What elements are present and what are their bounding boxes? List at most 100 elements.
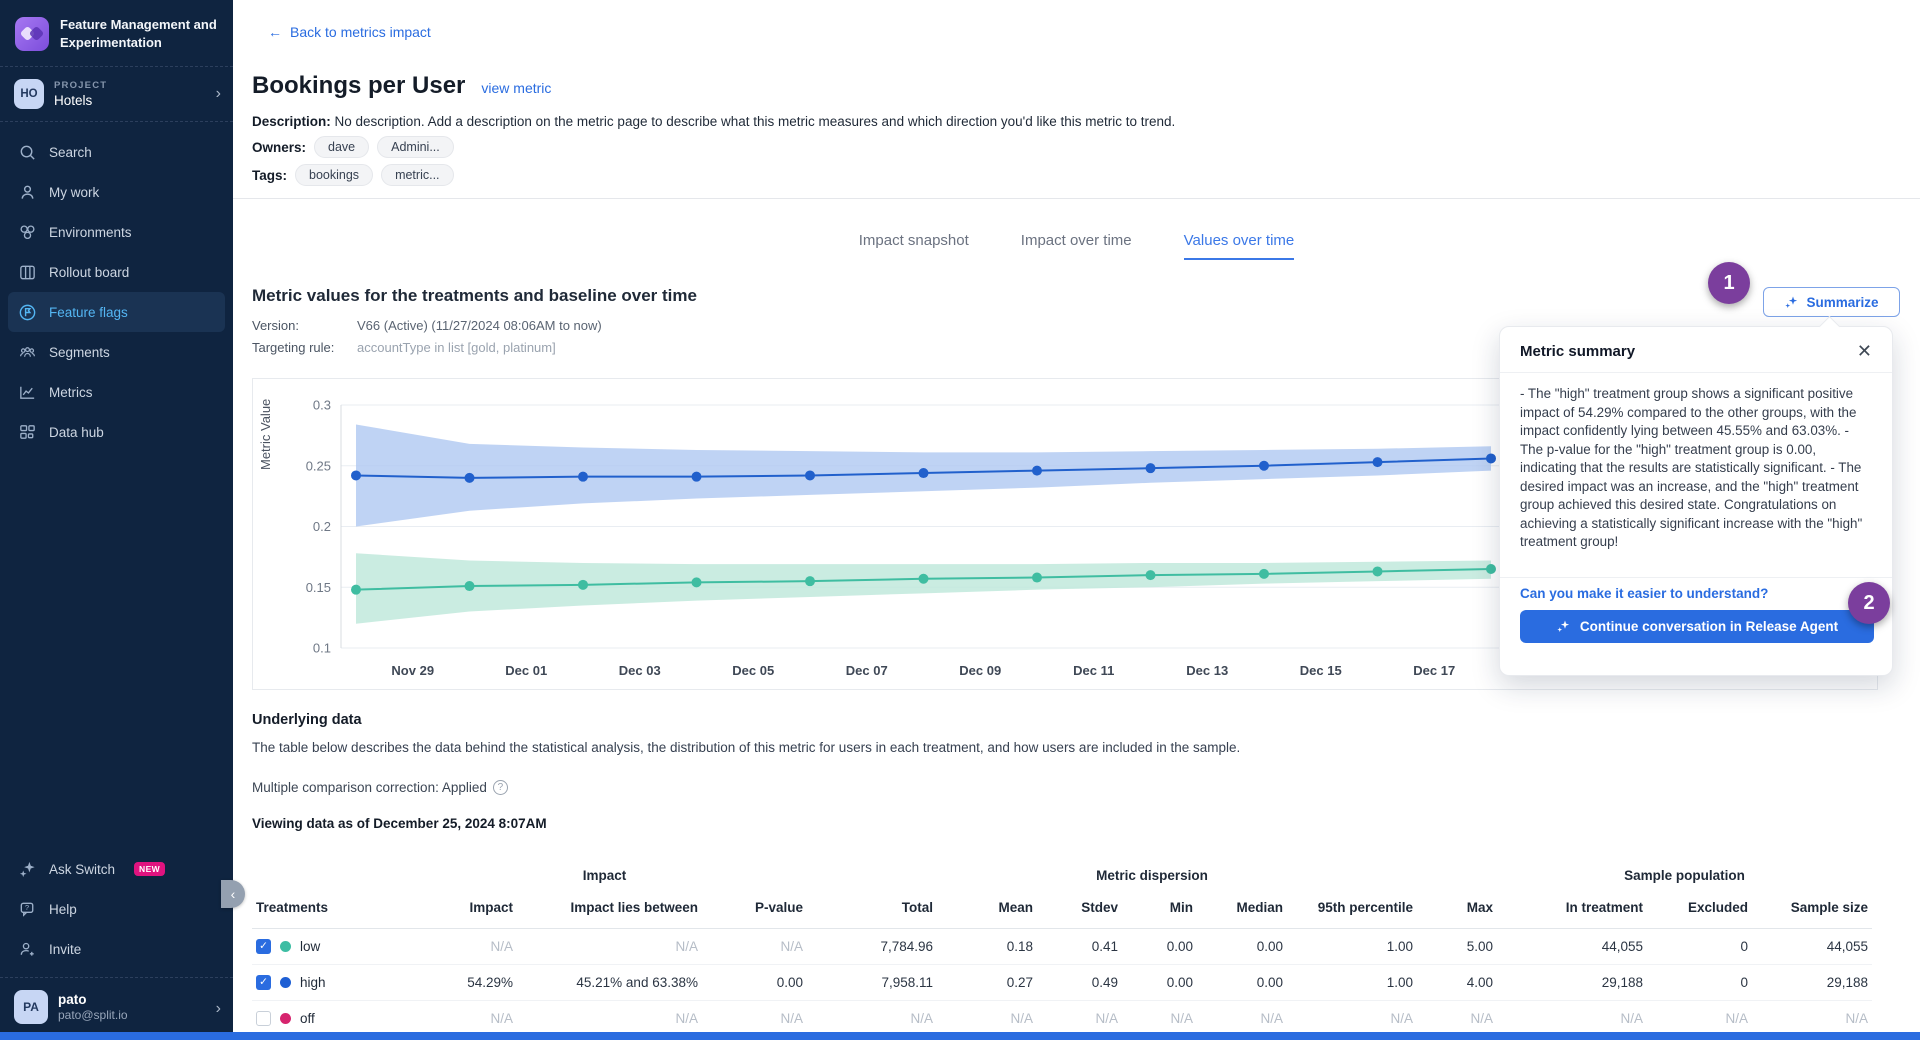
table-cell: 0.00 bbox=[1197, 964, 1287, 1001]
sidebar-footer-nav: Ask Switch NEW ? Help Invite bbox=[0, 839, 233, 969]
summary-text: - The "high" treatment group shows a sig… bbox=[1520, 386, 1863, 549]
table-cell: 7,784.96 bbox=[807, 928, 937, 965]
project-name: Hotels bbox=[54, 93, 93, 108]
table-cell: 0.27 bbox=[937, 964, 1037, 1001]
data-point-low bbox=[351, 584, 361, 595]
data-point-low bbox=[1486, 564, 1496, 575]
sidebar-item-metrics[interactable]: Metrics bbox=[8, 372, 225, 412]
sparkle-icon bbox=[1785, 296, 1798, 308]
table-cell: 54.29% bbox=[402, 964, 517, 1001]
sidebar-item-segments[interactable]: Segments bbox=[8, 332, 225, 372]
tab-bar: Impact snapshot Impact over time Values … bbox=[233, 232, 1920, 260]
owner-chip: Admini... bbox=[377, 136, 454, 158]
table-column-header: Total bbox=[807, 888, 937, 929]
app-title: Feature Management and Experimentation bbox=[60, 17, 217, 50]
table-cell: N/A bbox=[702, 1000, 807, 1037]
sidebar-item-environments[interactable]: Environments bbox=[8, 212, 225, 252]
chevron-right-icon: › bbox=[215, 1000, 221, 1017]
table-column-header: 95th percentile bbox=[1287, 888, 1417, 929]
x-tick-label: Dec 09 bbox=[959, 663, 1001, 678]
person-icon bbox=[21, 185, 34, 199]
summarize-button[interactable]: Summarize bbox=[1763, 287, 1900, 317]
treatment-checkbox[interactable] bbox=[256, 1010, 271, 1026]
easier-to-understand-link[interactable]: Can you make it easier to understand? bbox=[1520, 586, 1769, 601]
table-cell: N/A bbox=[702, 928, 807, 965]
info-icon[interactable]: ? bbox=[492, 780, 508, 795]
targeting-rule-label: Targeting rule: bbox=[252, 340, 335, 355]
table-cell: 0.00 bbox=[1197, 928, 1287, 965]
panel-title: Metric summary bbox=[1520, 342, 1636, 360]
sidebar-item-label: Feature flags bbox=[49, 304, 128, 320]
table-cell: 0.00 bbox=[1122, 964, 1197, 1001]
step-badge-2: 2 bbox=[1848, 582, 1890, 624]
owners-label: Owners: bbox=[252, 139, 307, 155]
x-tick-label: Nov 29 bbox=[391, 663, 434, 678]
table-cell: 0 bbox=[1647, 928, 1753, 965]
data-point-low bbox=[464, 581, 475, 592]
sidebar-item-label: Data hub bbox=[49, 424, 104, 440]
sidebar-item-my-work[interactable]: My work bbox=[8, 172, 225, 212]
treatment-color-dot bbox=[280, 1012, 291, 1024]
y-tick-label: 0.15 bbox=[306, 580, 331, 595]
tab-impact-snapshot[interactable]: Impact snapshot bbox=[858, 232, 969, 249]
table-column-header: In treatment bbox=[1497, 888, 1648, 929]
sidebar-item-label: Invite bbox=[49, 941, 82, 957]
table-cell: N/A bbox=[1647, 1000, 1753, 1037]
table-group-header: Impact bbox=[582, 867, 627, 883]
sidebar-item-ask-switch[interactable]: Ask Switch NEW bbox=[8, 849, 225, 889]
sidebar-item-search[interactable]: Search bbox=[8, 132, 225, 172]
project-badge: HO bbox=[14, 79, 44, 109]
back-link[interactable]: ← Back to metrics impact bbox=[268, 24, 431, 40]
sidebar-item-invite[interactable]: Invite bbox=[8, 929, 225, 969]
table-cell: N/A bbox=[1197, 1000, 1287, 1037]
table-cell: 0.18 bbox=[937, 928, 1037, 965]
treatment-checkbox[interactable]: ✓ bbox=[256, 974, 271, 990]
table-cell: 1.00 bbox=[1287, 964, 1417, 1001]
tag-chip: bookings bbox=[295, 164, 374, 186]
project-selector[interactable]: HO PROJECT Hotels › bbox=[0, 67, 233, 121]
bottom-edge-bar bbox=[0, 1032, 1920, 1040]
sparkle-icon bbox=[1557, 620, 1569, 633]
data-point-low bbox=[1145, 570, 1156, 581]
owner-chip: dave bbox=[314, 136, 370, 158]
treatment-color-dot bbox=[280, 940, 291, 952]
correction-text: Multiple comparison correction: Applied bbox=[252, 780, 487, 795]
tab-impact-over-time[interactable]: Impact over time bbox=[1020, 232, 1132, 249]
tab-values-over-time[interactable]: Values over time bbox=[1183, 232, 1295, 260]
tags-row: Tags: bookings metric... bbox=[252, 164, 454, 186]
table-column-header: Impact bbox=[402, 888, 517, 929]
user-menu[interactable]: PA pato pato@split.io › bbox=[0, 977, 233, 1040]
sidebar-item-feature-flags[interactable]: Feature flags bbox=[8, 292, 225, 332]
table-cell: 0.49 bbox=[1037, 964, 1122, 1001]
summarize-label: Summarize bbox=[1806, 294, 1879, 310]
data-point-high bbox=[1259, 460, 1269, 471]
sidebar-item-data-hub[interactable]: Data hub bbox=[8, 412, 225, 452]
continue-conversation-button[interactable]: Continue conversation in Release Agent bbox=[1520, 610, 1874, 643]
view-metric-link[interactable]: view metric bbox=[481, 80, 552, 96]
sidebar-item-rollout-board[interactable]: Rollout board bbox=[8, 252, 225, 292]
table-cell: 29,188 bbox=[1752, 964, 1873, 1001]
table-cell: 1.00 bbox=[1287, 928, 1417, 965]
data-point-low bbox=[805, 576, 815, 587]
sidebar-item-help[interactable]: ? Help bbox=[8, 889, 225, 929]
treatment-checkbox[interactable]: ✓ bbox=[256, 938, 271, 954]
version-label: Version: bbox=[252, 318, 299, 333]
sidebar-item-label: Metrics bbox=[49, 384, 93, 400]
close-icon[interactable]: ✕ bbox=[1856, 341, 1872, 361]
sidebar-collapse-handle[interactable]: ‹ bbox=[221, 880, 245, 908]
split-logo-icon bbox=[15, 17, 49, 51]
spacer bbox=[0, 452, 233, 839]
version-value: V66 (Active) (11/27/2024 08:06AM to now) bbox=[357, 318, 602, 333]
data-point-low bbox=[918, 573, 929, 584]
person-plus-icon bbox=[20, 942, 34, 956]
step-badge-1: 1 bbox=[1708, 262, 1750, 304]
owners-chips: dave Admini... bbox=[314, 136, 454, 158]
section-heading: Metric values for the treatments and bas… bbox=[252, 286, 697, 305]
table-cell: N/A bbox=[1417, 1000, 1498, 1037]
table-cell: 5.00 bbox=[1417, 928, 1498, 965]
help-chat-icon: ? bbox=[20, 902, 34, 917]
table-group-header: Sample population bbox=[1624, 867, 1745, 883]
data-point-high bbox=[1145, 463, 1156, 474]
table-cell: N/A bbox=[402, 928, 517, 965]
